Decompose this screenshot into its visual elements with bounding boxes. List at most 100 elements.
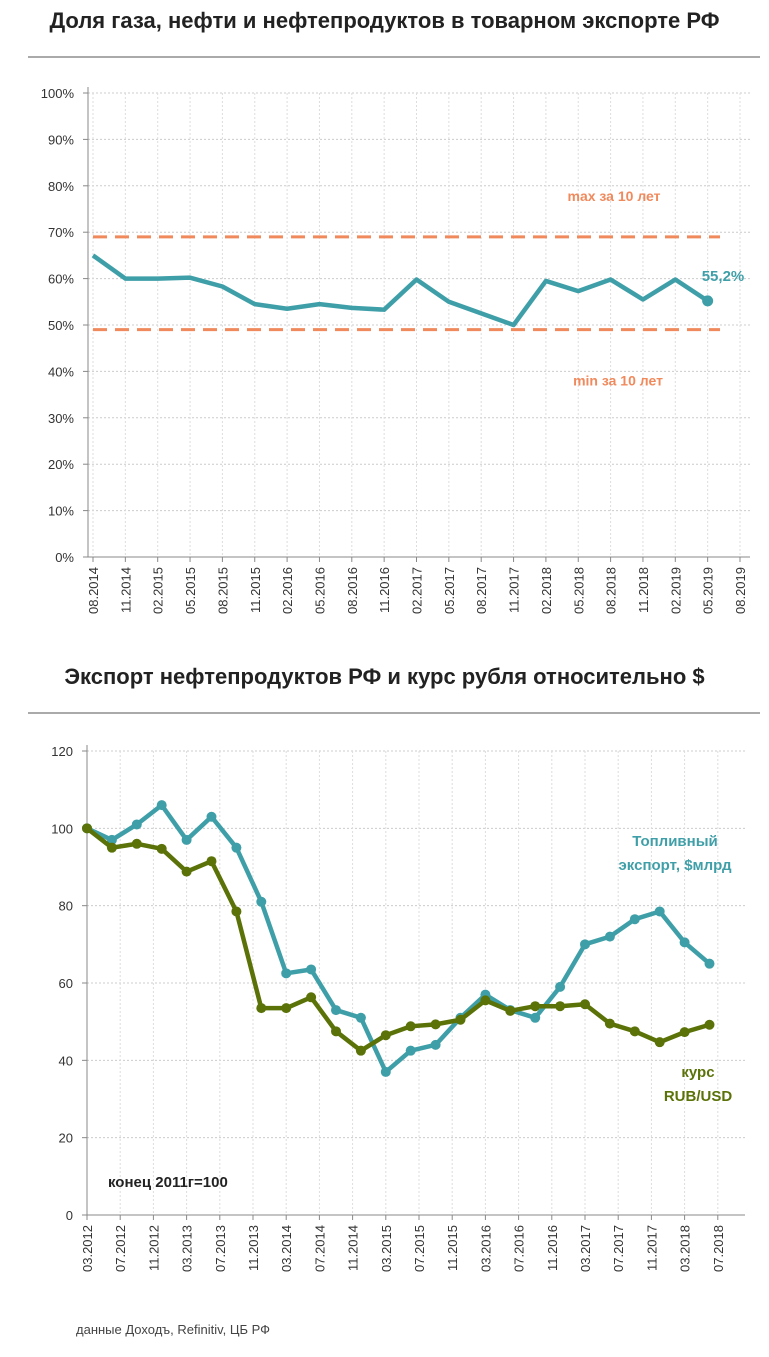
y-tick-label: 20 bbox=[59, 1131, 73, 1146]
x-tick-label: 08.2015 bbox=[215, 567, 230, 614]
x-tick-label: 08.2018 bbox=[604, 567, 619, 614]
x-tick-label: 07.2012 bbox=[113, 1225, 128, 1272]
x-tick-label: 03.2012 bbox=[80, 1225, 95, 1272]
data-point bbox=[505, 1005, 516, 1016]
data-point bbox=[355, 1012, 366, 1023]
data-point bbox=[555, 981, 566, 992]
x-tick-label: 11.2013 bbox=[246, 1225, 261, 1271]
end-value-label: 55,2% bbox=[702, 268, 745, 285]
data-point bbox=[131, 819, 142, 830]
x-tick-label: 07.2017 bbox=[611, 1225, 626, 1272]
x-tick-label: 03.2017 bbox=[578, 1225, 593, 1272]
data-point bbox=[530, 1012, 541, 1023]
x-tick-label: 11.2016 bbox=[377, 567, 392, 613]
data-point bbox=[430, 1039, 441, 1050]
x-tick-label: 07.2018 bbox=[711, 1225, 726, 1272]
x-tick-label: 05.2018 bbox=[571, 567, 586, 614]
x-tick-label: 05.2017 bbox=[442, 567, 457, 614]
data-point bbox=[181, 834, 192, 845]
x-tick-label: 11.2016 bbox=[545, 1225, 560, 1271]
x-tick-label: 02.2016 bbox=[280, 567, 295, 614]
x-tick-label: 05.2016 bbox=[312, 567, 327, 614]
x-tick-label: 03.2015 bbox=[379, 1225, 394, 1272]
x-tick-label: 07.2015 bbox=[412, 1225, 427, 1272]
source-note: данные Доходъ, Refinitiv, ЦБ РФ bbox=[76, 1322, 271, 1337]
data-point bbox=[181, 866, 192, 877]
x-tick-label: 02.2015 bbox=[151, 567, 166, 614]
series-line bbox=[85, 826, 711, 1053]
data-point bbox=[555, 1001, 566, 1012]
series-label: RUB/USD bbox=[664, 1088, 733, 1105]
data-point bbox=[331, 1005, 341, 1016]
data-point bbox=[530, 1001, 541, 1012]
x-tick-label: 07.2014 bbox=[312, 1225, 327, 1272]
data-point bbox=[480, 995, 491, 1006]
y-tick-label: 100 bbox=[51, 821, 73, 836]
x-tick-label: 08.2017 bbox=[474, 567, 489, 614]
y-tick-label: 20% bbox=[48, 457, 74, 472]
x-tick-label: 11.2017 bbox=[507, 567, 522, 613]
data-point bbox=[231, 906, 242, 917]
y-tick-label: 30% bbox=[48, 411, 74, 426]
y-tick-label: 90% bbox=[48, 132, 74, 147]
data-point bbox=[604, 1018, 615, 1029]
x-tick-label: 11.2017 bbox=[644, 1225, 659, 1271]
data-point bbox=[702, 295, 714, 307]
y-tick-label: 80 bbox=[59, 899, 73, 914]
data-point bbox=[679, 1027, 690, 1038]
data-point bbox=[156, 843, 167, 854]
x-tick-label: 08.2014 bbox=[86, 567, 101, 614]
data-point bbox=[306, 992, 317, 1003]
data-point bbox=[380, 1030, 391, 1041]
data-point bbox=[355, 1045, 366, 1056]
data-point bbox=[281, 968, 292, 979]
data-point bbox=[580, 939, 590, 950]
data-point bbox=[654, 906, 665, 917]
x-tick-label: 03.2013 bbox=[180, 1225, 195, 1272]
y-tick-label: 50% bbox=[48, 318, 74, 333]
annotation: конец 2011г=100 bbox=[108, 1174, 228, 1191]
data-point bbox=[629, 914, 640, 925]
series-label: экспорт, $млрд bbox=[619, 857, 732, 874]
x-tick-label: 03.2016 bbox=[478, 1225, 493, 1272]
data-point bbox=[704, 958, 715, 969]
y-tick-label: 0% bbox=[55, 550, 74, 565]
x-tick-label: 11.2015 bbox=[445, 1225, 460, 1271]
x-tick-label: 11.2014 bbox=[118, 567, 133, 613]
data-point bbox=[106, 842, 117, 853]
x-tick-label: 03.2018 bbox=[678, 1225, 693, 1272]
x-tick-label: 08.2019 bbox=[733, 567, 748, 614]
x-tick-label: 07.2016 bbox=[512, 1225, 527, 1272]
data-point bbox=[106, 834, 117, 845]
data-point bbox=[281, 1003, 292, 1014]
reference-label: max за 10 лет bbox=[568, 188, 661, 204]
x-tick-label: 02.2019 bbox=[668, 567, 683, 614]
y-tick-label: 10% bbox=[48, 504, 74, 519]
data-point bbox=[455, 1014, 466, 1025]
data-point bbox=[82, 823, 92, 834]
x-tick-label: 11.2018 bbox=[636, 567, 651, 613]
data-point bbox=[405, 1021, 416, 1032]
data-point bbox=[580, 999, 590, 1010]
data-point bbox=[156, 800, 167, 811]
y-tick-label: 100% bbox=[41, 86, 75, 101]
y-tick-label: 70% bbox=[48, 225, 74, 240]
data-point bbox=[331, 1026, 341, 1037]
data-point bbox=[604, 931, 615, 942]
data-point bbox=[256, 1003, 267, 1014]
data-point bbox=[306, 964, 317, 975]
x-tick-label: 08.2016 bbox=[345, 567, 360, 614]
x-tick-label: 02.2017 bbox=[410, 567, 425, 614]
chart2-title: Экспорт нефтепродуктов РФ и курс рубля о… bbox=[64, 664, 705, 689]
data-point bbox=[704, 1019, 715, 1030]
data-point bbox=[256, 896, 267, 907]
series-line bbox=[91, 253, 709, 328]
y-tick-label: 40% bbox=[48, 364, 74, 379]
x-tick-label: 03.2014 bbox=[279, 1225, 294, 1272]
data-point bbox=[430, 1019, 441, 1030]
y-tick-label: 60 bbox=[59, 976, 73, 991]
data-point bbox=[679, 937, 690, 948]
x-tick-label: 11.2012 bbox=[146, 1225, 161, 1271]
chart1-title: Доля газа, нефти и нефтепродуктов в това… bbox=[49, 8, 720, 33]
